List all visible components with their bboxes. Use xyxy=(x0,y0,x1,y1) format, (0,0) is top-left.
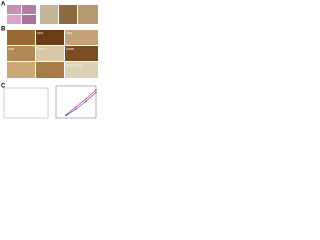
point xyxy=(75,106,77,108)
series-line xyxy=(65,89,97,116)
panel-label: C xyxy=(1,84,6,90)
point xyxy=(65,114,67,117)
point xyxy=(85,98,87,100)
panel-c-frame xyxy=(3,87,49,119)
point xyxy=(95,91,97,94)
panel-a-images xyxy=(7,5,98,24)
figure: A B C CD3 CD4 CD8 CD20 CD68 Neg control xyxy=(1,2,98,119)
panel-label: A xyxy=(1,2,6,8)
panel-b-images xyxy=(7,30,98,78)
image-label: CD68 xyxy=(66,47,74,51)
panel-label: B xyxy=(1,27,6,33)
point xyxy=(85,100,87,103)
image-label: CD20 xyxy=(37,47,45,51)
point xyxy=(75,108,77,110)
image-label: CD8 xyxy=(8,47,14,51)
point xyxy=(95,89,97,91)
image-label: CD4 xyxy=(66,31,72,35)
image-label: CD3 xyxy=(37,31,43,35)
series-line xyxy=(65,92,97,116)
line-chart-frame xyxy=(55,85,97,119)
image-label: Neg control xyxy=(66,63,82,67)
